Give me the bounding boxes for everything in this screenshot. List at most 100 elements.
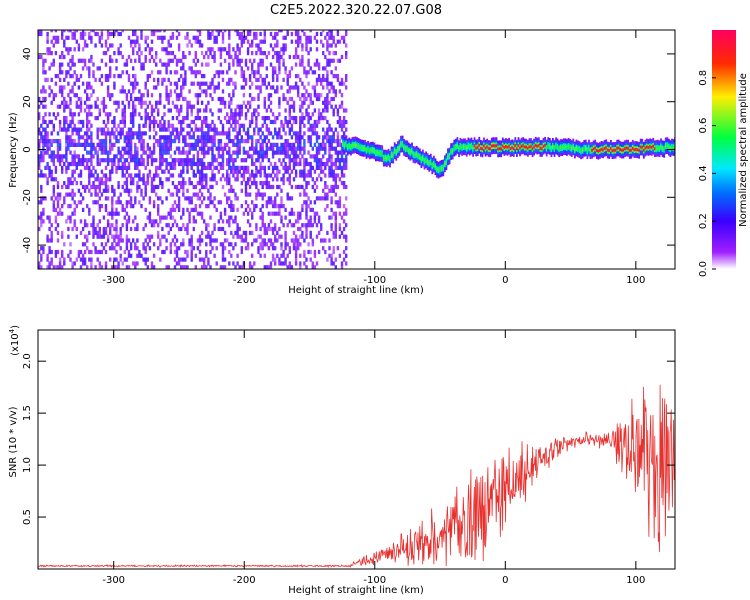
spectrogram-cell: [608, 149, 611, 152]
spectrogram-cell: [79, 169, 83, 174]
spectrogram-cell: [104, 139, 108, 144]
spectrogram-cell: [48, 51, 51, 56]
spectrogram-cell: [177, 150, 181, 155]
spectrogram-cell: [100, 131, 104, 136]
spectrogram-cell: [271, 146, 275, 151]
spectrogram-cell: [292, 242, 296, 247]
spectrogram-cell: [44, 127, 47, 132]
spectrogram-cell: [251, 146, 254, 151]
spectrogram-cell: [155, 158, 158, 163]
spectrogram-cell: [56, 154, 60, 159]
spectrogram-cell: [113, 116, 116, 121]
spectrogram-cell: [180, 169, 183, 174]
spectrogram-cell: [83, 184, 87, 190]
spectrogram-cell: [292, 146, 296, 151]
spectrogram-cell: [317, 249, 321, 255]
spectrogram-cell: [282, 177, 285, 182]
spectrogram-cell: [209, 242, 212, 247]
spectrogram-cell: [150, 219, 154, 224]
spectrogram-cell: [324, 116, 327, 121]
spectrogram-cell: [79, 230, 83, 235]
spectrogram-cell: [86, 223, 89, 228]
spectrogram-cell: [209, 85, 212, 90]
spectrogram-cell: [232, 207, 235, 212]
spectrogram-cell: [274, 238, 277, 243]
spectrogram-cell: [286, 253, 289, 258]
spectrogram-cell: [38, 127, 41, 132]
spectrogram-cell: [244, 200, 248, 205]
spectrogram-cell: [177, 161, 181, 167]
spectrogram-cell: [129, 146, 133, 151]
spectrogram-cell: [336, 158, 340, 163]
spectrogram-cell: [223, 238, 227, 243]
spectrogram-cell: [132, 181, 135, 186]
spectrogram-cell: [134, 196, 137, 201]
spectrogram-cell: [328, 30, 331, 33]
spectrogram-cell: [242, 230, 246, 235]
spectrogram-cell: [203, 154, 206, 159]
spectrogram-cell: [115, 207, 118, 212]
spectrogram-cell: [148, 123, 152, 128]
spectrogram-cell: [600, 147, 603, 151]
spectrogram-cell: [234, 123, 237, 128]
spectrogram-cell: [297, 142, 300, 147]
spectrogram-cell: [61, 30, 64, 33]
spectrogram-cell: [246, 31, 250, 37]
spectrogram-cell: [267, 211, 271, 216]
spectrogram-cell: [88, 58, 91, 63]
spectrogram-cell: [282, 127, 285, 132]
spectrogram-cell: [324, 104, 327, 109]
spectrogram-cell: [221, 226, 225, 232]
spectrogram-cell: [317, 165, 321, 170]
spectrogram-cell: [307, 62, 310, 67]
spectrogram-cell: [649, 145, 651, 149]
spectrogram-cell: [234, 242, 237, 247]
spectrogram-cell: [305, 200, 308, 205]
spectrogram-cell: [86, 165, 89, 170]
spectrogram-cell: [169, 51, 172, 56]
spectrogram-cell: [284, 146, 287, 151]
spectrogram-cell: [90, 104, 93, 109]
spectrogram-cell: [40, 89, 43, 94]
spectrogram-cell: [338, 226, 342, 232]
spectrogram-cell: [94, 177, 97, 182]
spectrogram-cell: [288, 119, 291, 125]
spectrogram-cell: [152, 200, 156, 205]
spectrogram-cell: [251, 51, 254, 56]
spectrogram-cell: [271, 112, 275, 117]
spectrogram-cell: [117, 184, 120, 190]
spectrogram-cell: [144, 257, 147, 262]
spectrogram-cell: [340, 135, 344, 140]
spectrogram-cell: [44, 96, 47, 102]
spectrogram-cell: [353, 143, 355, 147]
spectrogram-cell: [315, 96, 319, 102]
spectrogram-cell: [73, 158, 76, 163]
spectrogram-cell: [259, 142, 262, 147]
spectrogram-cell: [98, 234, 101, 239]
spectrogram-cell: [288, 196, 291, 201]
spectrogram-cell: [196, 30, 200, 33]
spectrogram-cell: [173, 135, 177, 140]
spectrogram-cell: [150, 93, 154, 98]
spectrogram-cell: [259, 85, 262, 90]
spectrogram-cell: [175, 127, 179, 132]
spectrogram-cell: [144, 35, 147, 40]
spectrogram-cell: [232, 246, 235, 251]
spectrogram-cell: [205, 123, 208, 128]
spectrogram-cell: [142, 246, 145, 251]
spectrogram-cell: [65, 139, 68, 144]
spectrogram-cell: [219, 215, 223, 220]
spectrogram-cell: [198, 70, 202, 75]
spectrogram-cell: [240, 85, 243, 90]
spectrogram-cell: [136, 35, 139, 40]
spectrogram-cell: [140, 131, 143, 136]
spectrogram-cell: [294, 257, 298, 262]
spectrogram-cell: [271, 54, 275, 60]
spectrogram-cell: [40, 135, 43, 140]
spectrogram-cell: [307, 119, 310, 125]
spectrogram-cell: [414, 153, 416, 157]
spectrogram-cell: [223, 211, 227, 216]
spectrogram-cell: [203, 74, 206, 79]
spectrogram-cell: [211, 173, 214, 178]
